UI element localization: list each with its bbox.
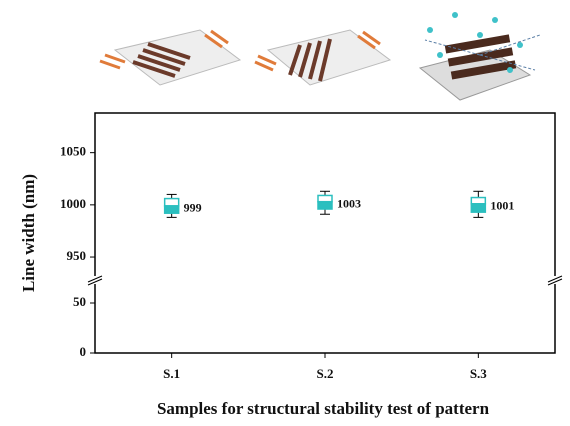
- y-tick-label: 950: [67, 248, 87, 263]
- box-upper: [470, 196, 487, 205]
- axis-break: [547, 278, 563, 286]
- axis-break: [547, 275, 563, 283]
- illustrations: [99, 12, 541, 101]
- axis-break-gap: [549, 276, 561, 284]
- median-label: 1001: [490, 199, 514, 213]
- y-tick-label: 0: [80, 344, 87, 359]
- plot-frame: [94, 112, 556, 354]
- box-lower: [317, 200, 333, 210]
- x-tick-label: S.1: [163, 366, 180, 381]
- axis-break-gap: [89, 276, 101, 284]
- y-tick-label: 50: [73, 294, 86, 309]
- x-tick-label: S.2: [317, 366, 334, 381]
- y-tick-label: 1050: [60, 144, 86, 159]
- box-upper: [317, 194, 333, 203]
- box-lower: [163, 205, 180, 214]
- box-upper: [163, 197, 180, 207]
- y-axis-label: Line width (nm): [19, 174, 38, 292]
- x-tick-label: S.3: [470, 366, 487, 381]
- axis-break: [87, 278, 103, 286]
- axis-break: [87, 275, 103, 283]
- x-axis-label: Samples for structural stability test of…: [157, 399, 490, 418]
- median-label: 1003: [337, 196, 361, 210]
- median-label: 999: [184, 201, 202, 215]
- y-tick-label: 1000: [60, 196, 86, 211]
- box-lower: [470, 203, 487, 213]
